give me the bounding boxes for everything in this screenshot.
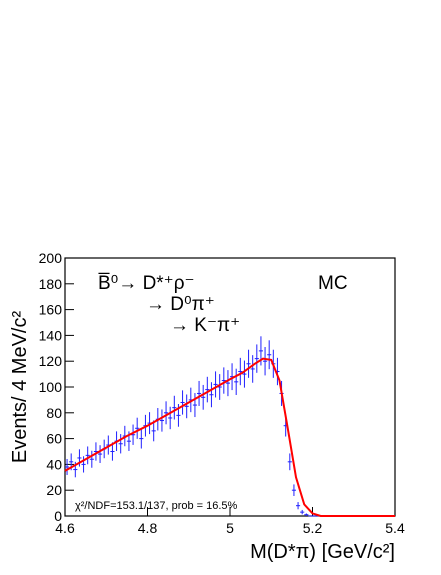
decay-label: → K⁻π⁺ xyxy=(170,315,240,336)
y-tick-label: 200 xyxy=(39,250,63,266)
decay-label: → D⁰π⁺ xyxy=(146,294,215,315)
x-axis-label: M(D*π) [GeV/c²] xyxy=(250,541,395,563)
x-tick-label: 5.2 xyxy=(303,520,323,536)
mc-label: MC xyxy=(318,273,348,294)
y-tick-label: 0 xyxy=(54,508,62,524)
plot-frame xyxy=(64,257,396,517)
decay-label: B̅⁰→ D*⁺ρ⁻ xyxy=(98,273,195,294)
x-tick-label: 5 xyxy=(226,520,234,536)
y-tick-label: 120 xyxy=(39,353,63,369)
y-tick-label: 160 xyxy=(39,302,63,318)
x-tick-label: 5.4 xyxy=(385,520,405,536)
y-axis-label: Events/ 4 MeV/c² xyxy=(9,311,31,464)
fit-curve xyxy=(64,357,395,517)
x-tick-label: 4.8 xyxy=(138,520,158,536)
y-tick-label: 20 xyxy=(46,482,62,498)
y-tick-label: 180 xyxy=(39,276,63,292)
x-tick-label: 4.6 xyxy=(55,520,75,536)
y-tick-label: 100 xyxy=(39,379,63,395)
y-tick-label: 60 xyxy=(46,431,62,447)
y-tick-label: 140 xyxy=(39,327,63,343)
fit-info: χ²/NDF=153.1/137, prob = 16.5% xyxy=(75,500,238,512)
y-tick-label: 40 xyxy=(46,456,62,472)
y-tick-label: 80 xyxy=(46,405,62,421)
